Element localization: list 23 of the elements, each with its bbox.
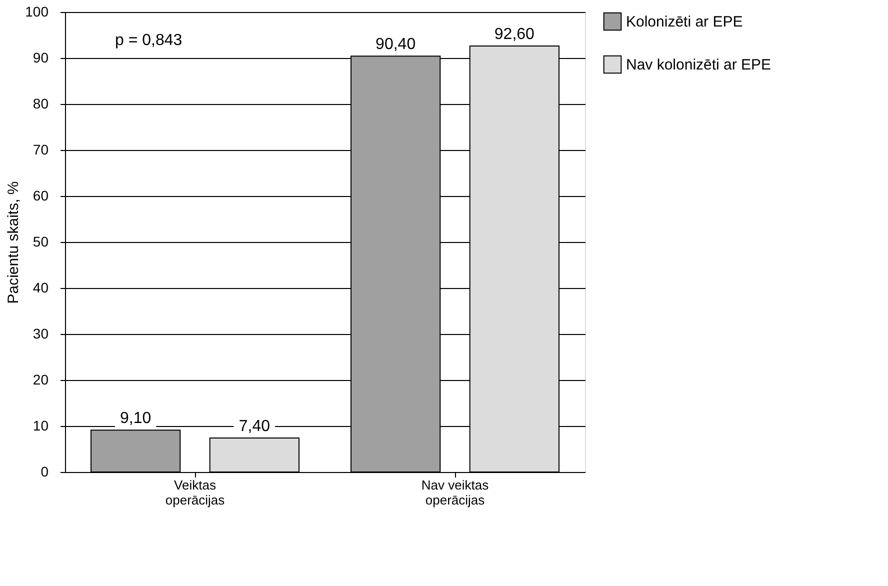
legend-label: Kolonizēti ar EPE (626, 14, 743, 30)
data-label: 92,60 (494, 26, 535, 44)
y-tick-label: 20 (32, 372, 49, 388)
y-tick-label: 50 (32, 234, 49, 250)
bar (209, 437, 300, 472)
x-tick-label: Veiktas operācijas (165, 478, 226, 508)
data-label: 9,10 (120, 410, 152, 428)
x-tick-label: Nav veiktas operācijas (421, 478, 490, 508)
y-tick-label: 100 (25, 4, 49, 20)
y-tick-label: 60 (32, 188, 49, 204)
data-label: 7,40 (238, 418, 270, 435)
annotation: p = 0,843 (115, 32, 182, 49)
y-tick-label: 40 (32, 280, 49, 296)
y-tick-label: 10 (32, 418, 49, 434)
y-axis-title: Pacientu skaits, % (5, 181, 22, 304)
legend-label: Nav kolonizēti ar EPE (626, 56, 772, 74)
y-tick-label: 70 (32, 142, 49, 158)
data-label: 90,40 (376, 36, 416, 54)
y-tick-label: 30 (32, 326, 49, 342)
bar (90, 430, 181, 472)
y-tick-label: 90 (32, 50, 49, 66)
y-tick-label: 80 (32, 96, 49, 112)
y-tick-label: 0 (40, 464, 49, 480)
